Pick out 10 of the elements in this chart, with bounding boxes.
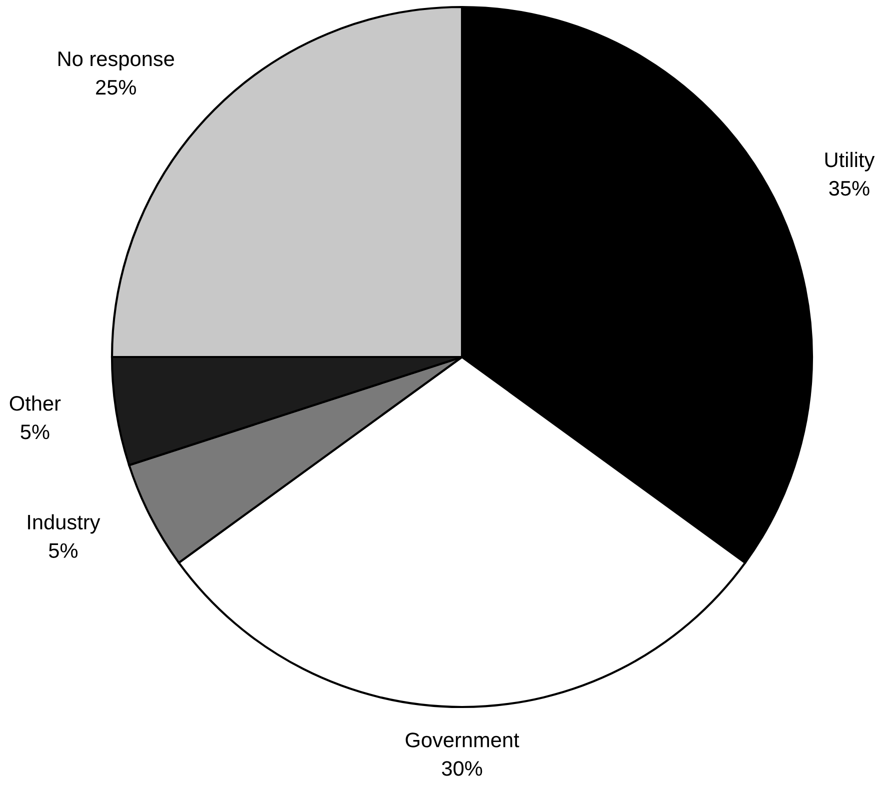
slice-label: Utility xyxy=(825,152,875,172)
slice-label: No response xyxy=(58,52,174,70)
data-label: 5% xyxy=(20,424,50,440)
slice-label: Industry xyxy=(28,514,100,534)
slice-label: Government xyxy=(406,732,520,748)
slice-label: Other xyxy=(10,395,61,411)
data-label: 25% xyxy=(96,80,136,95)
data-label: 30% xyxy=(442,761,482,776)
data-label: 35% xyxy=(829,180,870,196)
data-label: 5% xyxy=(48,543,78,558)
